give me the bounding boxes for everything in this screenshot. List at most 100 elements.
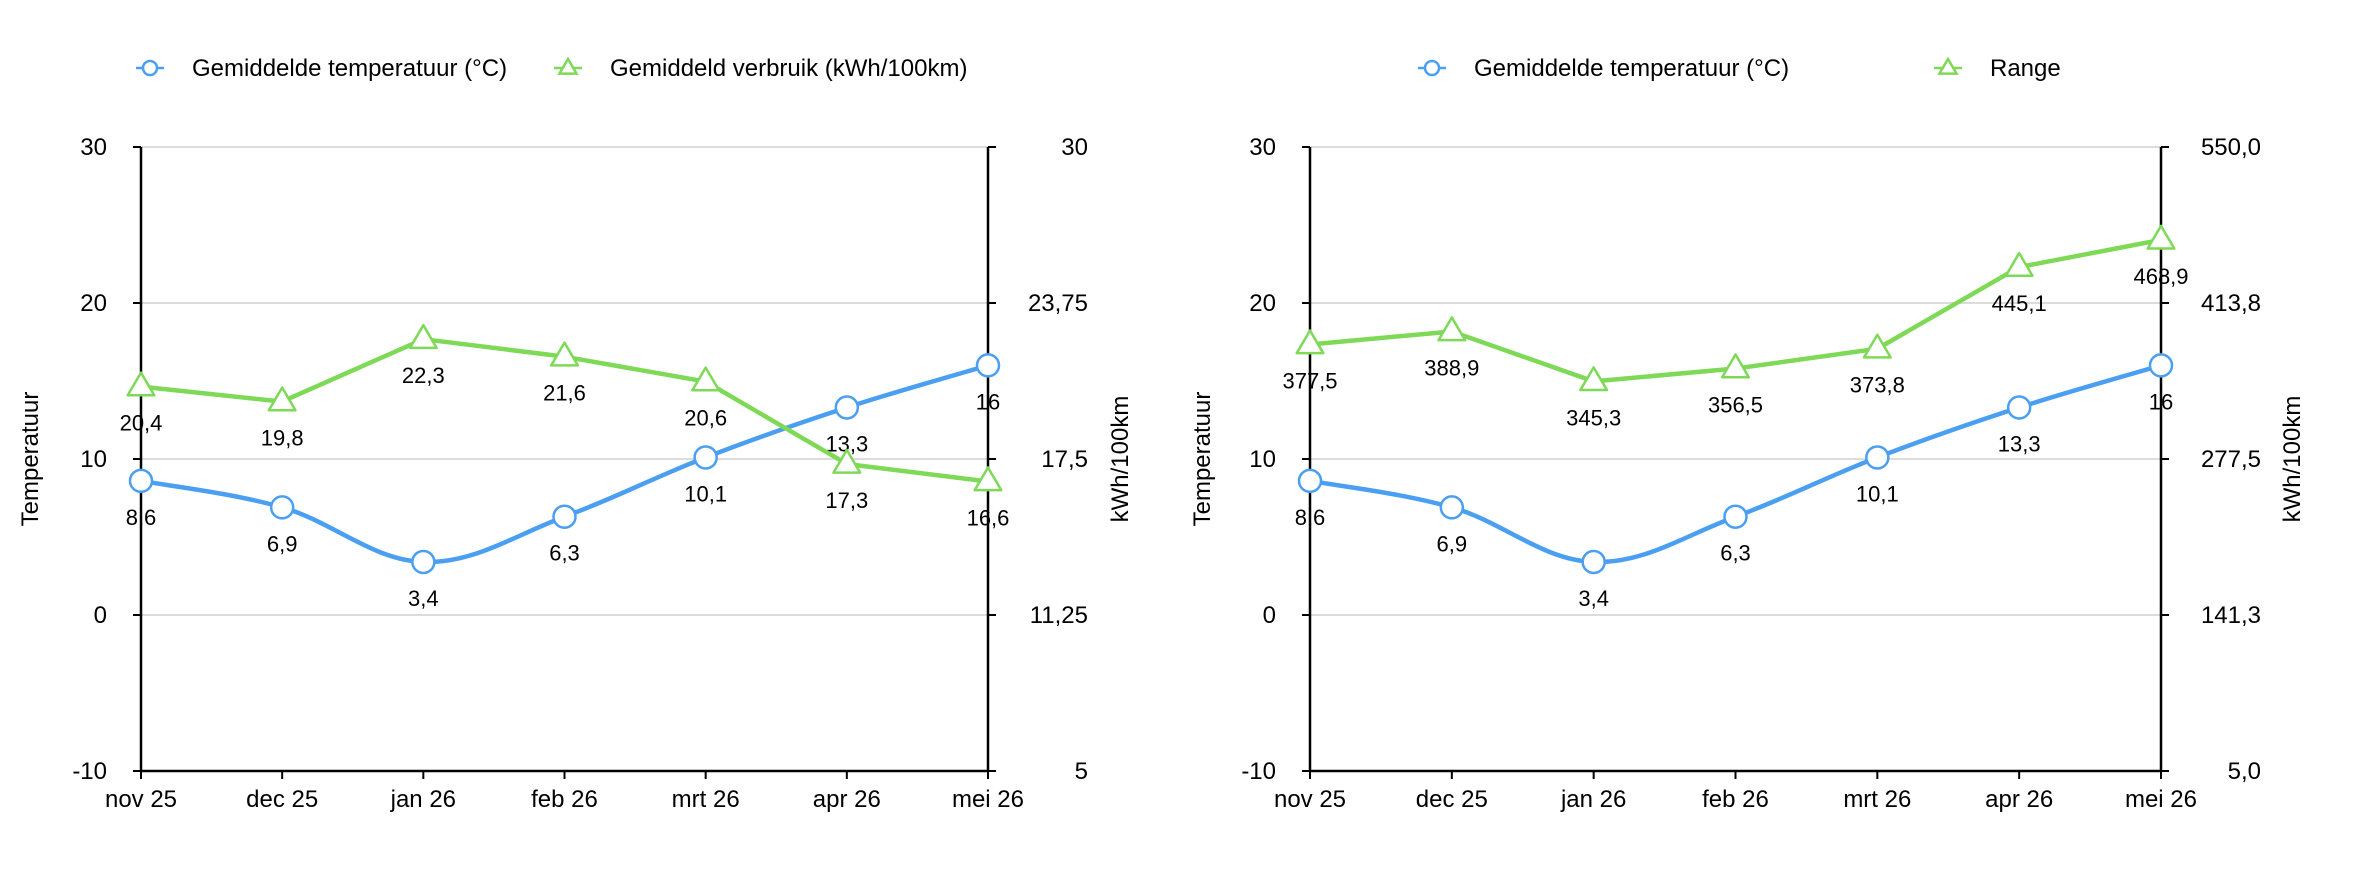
y-tick-label: 20 [1249,290,1276,317]
data-label: 22,3 [402,363,445,388]
y-axis-title: Temperatuur [1189,392,1216,527]
y-tick-label: 0 [94,602,107,629]
x-tick-label: nov 25 [1274,786,1346,813]
data-label: 13,3 [1998,432,2041,457]
y2-tick-label: 413,8 [2201,290,2261,317]
data-label: 8,6 [1295,505,1326,530]
legend-label: Range [1990,55,2061,82]
data-point-triangle [126,371,156,397]
data-label: 373,8 [1850,373,1905,398]
data-label: 6,9 [1437,531,1468,556]
data-point-circle [1865,445,1890,470]
data-point-triangle [408,323,438,350]
legend-item-1: Gemiddelde temperatuur (°C) [136,55,507,82]
data-point-triangle [832,448,862,474]
data-label: 6,3 [1720,541,1751,566]
y2-axis-title: kWh/100km [1107,396,1134,523]
data-label: 17,3 [825,488,868,513]
data-label: 10,1 [1856,481,1899,506]
data-label: 6,3 [549,541,580,566]
data-label: 356,5 [1708,393,1763,418]
legend-triangle-icon [557,56,579,75]
y-tick-label: 30 [1249,134,1276,161]
data-label: 20,6 [684,406,727,431]
data-point-triangle [1437,316,1467,342]
y2-tick-label: 5,0 [2228,758,2261,785]
y2-tick-label: 23,75 [1028,290,1088,317]
x-tick-label: feb 26 [531,786,598,813]
data-label: 16 [2149,389,2173,414]
y-tick-label: 20 [80,290,107,317]
x-tick-label: mrt 26 [1843,786,1911,813]
data-point-circle [1723,504,1748,529]
x-tick-label: nov 25 [105,786,177,813]
series-1: 8,66,93,46,310,113,316 [126,353,1001,611]
legend-triangle-icon [1937,56,1959,75]
data-label: 445,1 [1992,291,2047,316]
data-point-triangle [973,466,1003,492]
x-tick-label: mei 26 [2125,786,2197,813]
y2-tick-label: 30 [1061,134,1088,161]
chart-2: 30 550,0 20 413,8 10 277,5 0 141,3 -10 5,0 nov 25 d… [1189,55,2306,813]
data-point-circle [1581,549,1606,575]
data-point-circle [693,445,718,470]
data-point-circle [975,353,1001,378]
legend-label: Gemiddelde temperatuur (°C) [192,55,507,82]
data-point-triangle [691,366,721,392]
y2-tick-label: 277,5 [2201,446,2261,473]
data-point-circle [1439,495,1465,520]
data-point-triangle [2146,224,2176,250]
data-point-triangle [2004,251,2034,278]
legend-item-1: Gemiddelde temperatuur (°C) [1418,55,1789,82]
data-label: 21,6 [543,381,586,406]
chart-1: 30 30 20 23,75 10 17,5 0 11,25 -10 5 nov 25 dec 25 j… [17,55,1134,813]
data-label: 8,6 [126,505,157,530]
x-tick-label: apr 26 [1985,786,2053,813]
data-point-triangle [1579,366,1609,392]
data-label: 16 [976,389,1000,414]
legend-label: Gemiddelde temperatuur (°C) [1474,55,1789,82]
y2-tick-label: 17,5 [1041,446,1088,473]
data-point-circle [552,504,577,529]
series-2: 20,4 19,8 22,3 21,6 20,6 17,3 16,6 [120,323,1010,530]
data-label: 388,9 [1424,355,1479,380]
x-tick-label: mrt 26 [672,786,740,813]
legend-circle-icon [1423,59,1441,77]
x-tick-label: apr 26 [813,786,881,813]
x-tick-label: jan 26 [1560,786,1626,813]
data-point-circle [269,495,295,520]
data-point-circle [1297,468,1323,494]
data-point-triangle [549,341,580,367]
data-point-circle [128,468,154,494]
data-label: 19,8 [261,426,304,451]
y-tick-label: -10 [72,758,107,785]
x-tick-label: dec 25 [1416,786,1488,813]
data-point-circle [2148,353,2174,378]
y-tick-label: -10 [1241,758,1276,785]
y-axis-title: Temperatuur [17,392,44,527]
data-label: 16,6 [967,505,1010,530]
data-label: 377,5 [1282,369,1337,394]
data-label: 468,9 [2133,264,2188,289]
legend-label: Gemiddeld verbruik (kWh/100km) [610,55,967,82]
data-point-circle [411,549,436,575]
data-point-triangle [1295,329,1325,355]
y-tick-label: 10 [80,446,107,473]
data-point-triangle [267,386,297,412]
y2-tick-label: 550,0 [2201,134,2261,161]
x-tick-label: mei 26 [952,786,1024,813]
data-label: 345,3 [1566,405,1621,430]
y2-tick-label: 11,25 [1030,602,1088,629]
legend-circle-icon [141,59,159,77]
series-1: 8,66,93,46,310,113,316 [1295,353,2174,611]
series-2: 377,5 388,9 345,3 356,5 373,8 445,1 468,9 [1282,224,2189,430]
legend-item-2: Range [1934,55,2061,82]
x-tick-label: feb 26 [1702,786,1769,813]
y2-axis-title: kWh/100km [2279,396,2306,523]
y2-tick-label: 141,3 [2201,602,2261,629]
data-label: 3,4 [408,586,439,611]
x-tick-label: jan 26 [390,786,456,813]
y-tick-label: 30 [80,134,107,161]
